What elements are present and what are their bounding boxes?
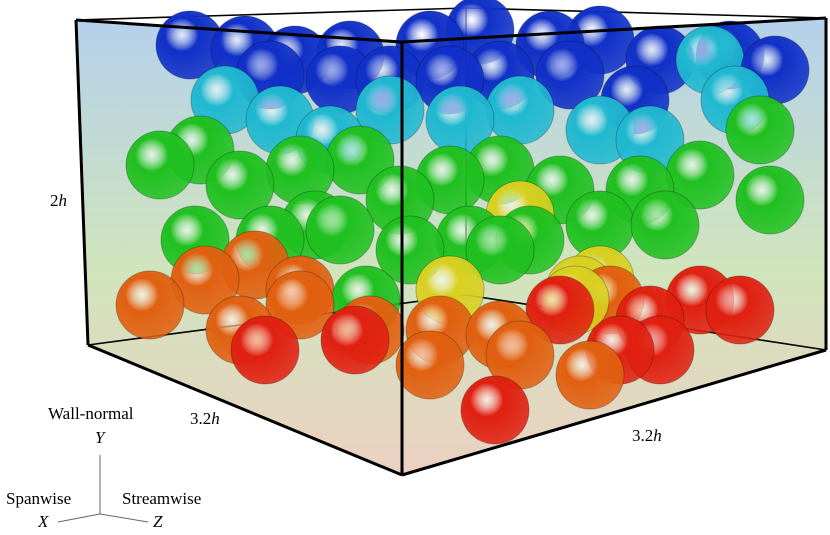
particle-sphere xyxy=(125,130,195,200)
particle-sphere xyxy=(725,95,795,165)
particle-sphere xyxy=(465,215,535,285)
spanwise-axis-name: Spanwise xyxy=(6,489,71,508)
particle-sphere xyxy=(535,40,605,110)
particle-sphere xyxy=(630,190,700,260)
particle-sphere xyxy=(525,275,595,345)
particle-sphere xyxy=(735,165,805,235)
height-dimension-label: 2h xyxy=(50,191,67,210)
particle-sphere xyxy=(230,315,300,385)
particle-sphere xyxy=(460,375,530,445)
streamwise-dimension-label: 3.2h xyxy=(632,426,662,445)
y-axis-symbol: Y xyxy=(95,428,106,447)
particle-sphere xyxy=(705,275,775,345)
particle-sphere xyxy=(395,330,465,400)
axis-triad xyxy=(57,455,149,523)
particle-sphere xyxy=(205,150,275,220)
particle-sphere xyxy=(485,75,555,145)
z-axis-symbol: Z xyxy=(153,512,163,531)
x-axis-symbol: X xyxy=(37,512,49,531)
wall-normal-axis-name: Wall-normal xyxy=(48,404,134,423)
particle-sphere xyxy=(115,270,185,340)
particle-sphere xyxy=(320,305,390,375)
particle-sphere xyxy=(555,340,625,410)
streamwise-axis-name: Streamwise xyxy=(122,489,201,508)
spanwise-dimension-label: 3.2h xyxy=(190,409,220,428)
particle-sphere xyxy=(305,195,375,265)
particle-spheres xyxy=(115,0,810,445)
box-front-edges xyxy=(74,16,828,477)
